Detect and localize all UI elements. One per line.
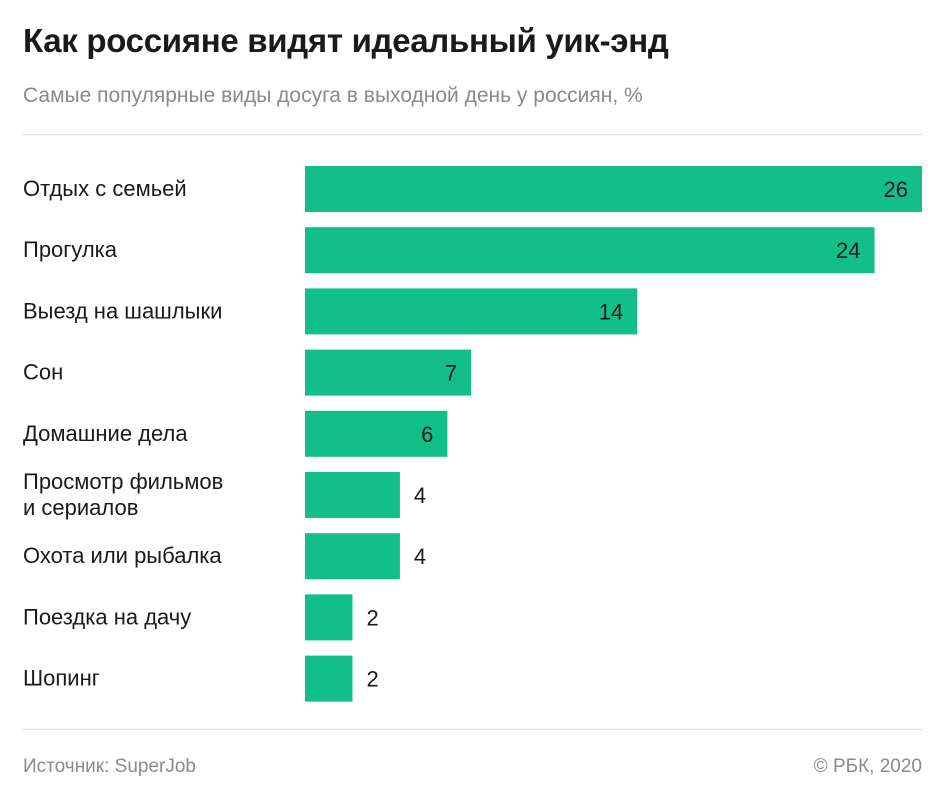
value-label: 14 <box>599 299 623 324</box>
top-divider <box>23 134 922 135</box>
bar <box>305 166 922 212</box>
bar <box>305 594 353 641</box>
value-label: 6 <box>421 422 433 447</box>
bar <box>305 288 638 335</box>
chart-title: Как россияне видят идеальный уик-энд <box>23 22 669 59</box>
bar <box>305 410 448 457</box>
category-label: Выезд на шашлыки <box>23 298 222 323</box>
copyright-note: © РБК, 2020 <box>813 756 922 777</box>
value-label: 26 <box>884 177 908 202</box>
category-label: Поездка на дачу <box>23 604 191 629</box>
bar <box>305 227 875 274</box>
category-label: Шопинг <box>23 666 100 691</box>
value-label: 7 <box>445 361 457 386</box>
value-label: 2 <box>366 667 378 692</box>
bar <box>305 533 400 580</box>
bar <box>305 349 472 396</box>
value-label: 4 <box>414 544 426 569</box>
source-note: Источник: SuperJob <box>23 756 197 777</box>
bar <box>305 472 400 518</box>
category-label: Домашние дела <box>23 421 188 446</box>
category-label: Охота или рыбалка <box>23 543 222 568</box>
category-label: Сон <box>23 360 63 385</box>
value-label: 2 <box>366 605 378 630</box>
category-label: Прогулка <box>23 237 118 262</box>
chart-subtitle: Самые популярные виды досуга в выходной … <box>23 84 643 107</box>
category-label: Просмотр фильмов и сериалов <box>23 469 223 520</box>
category-label: Отдых с семьей <box>23 176 187 201</box>
value-label: 4 <box>414 483 426 508</box>
bottom-divider <box>23 729 922 730</box>
value-label: 24 <box>836 238 860 263</box>
bar <box>305 655 353 702</box>
